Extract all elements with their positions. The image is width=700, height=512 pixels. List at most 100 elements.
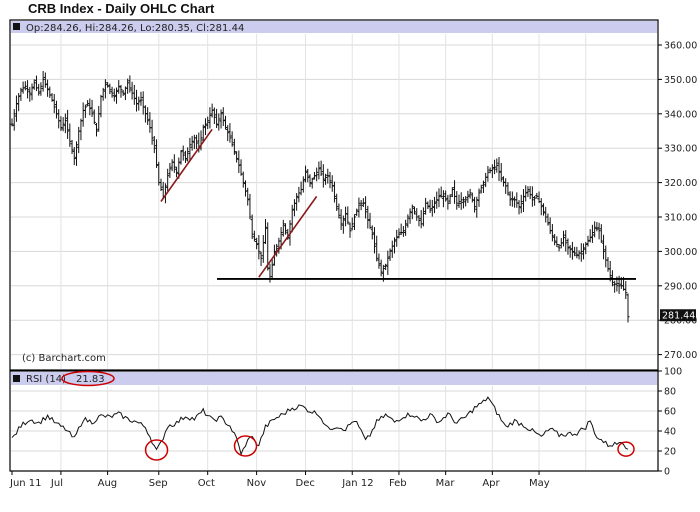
rsi-axis: 0 20 40 60 80 100 (658, 367, 682, 478)
ohlc-bar (246, 187, 250, 206)
ohlc-bar (530, 186, 534, 207)
ohlc-bar (339, 209, 343, 230)
ohlc-bar (332, 181, 337, 203)
x-axis: Jun 11 Jul Aug Sep Oct Nov Dec Jan 12 Feb Mar Apr M… (9, 471, 550, 489)
ohlc-bar (595, 221, 599, 232)
ohlc-bar (492, 159, 497, 175)
ohlc-bar (601, 234, 606, 260)
ohlc-bar (541, 203, 546, 216)
price-tick-label: 310.00 (664, 213, 697, 224)
ohlc-bar (230, 131, 234, 147)
ohlc-bar (112, 88, 116, 102)
ohlc-bar (319, 160, 323, 177)
price-bars (10, 71, 630, 323)
ohlc-bar (532, 195, 537, 206)
x-tick-label: Sep (149, 478, 168, 489)
ohlc-bar (428, 199, 432, 213)
ohlc-bar (435, 191, 439, 209)
ohlc-bar (481, 180, 486, 193)
ohlc-bar (439, 186, 443, 198)
ohlc-bar (128, 75, 132, 93)
ohlc-bar (404, 219, 408, 236)
ohlc-bar (597, 222, 601, 240)
ohlc-bar (517, 200, 521, 215)
ohlc-bar (179, 150, 183, 165)
ohlc-bar (468, 188, 472, 199)
ohlc-bar (25, 80, 30, 99)
rsi-value-label: 21.83 (76, 374, 105, 385)
price-tick-label: 320.00 (664, 178, 697, 189)
ohlc-bar (23, 81, 27, 91)
ohlc-bar (90, 99, 94, 117)
price-tick-label: 300.00 (664, 247, 697, 258)
ohlc-bar (52, 93, 56, 114)
ohlc-bar (92, 109, 96, 125)
ohlc-bar (37, 83, 41, 96)
ohlc-bar (121, 89, 125, 96)
x-tick-label: Apr (482, 478, 500, 489)
ohlc-bar (363, 196, 368, 219)
ohlc-values-label: Op:284.26, Hi:284.26, Lo:280.35, Cl:281.… (26, 23, 244, 34)
ohlc-bar (450, 187, 454, 198)
ohlc-bar (573, 246, 577, 257)
ohlc-bar (181, 145, 185, 161)
ohlc-bar (546, 213, 550, 226)
rsi-series-line (11, 396, 629, 456)
ohlc-bar (114, 87, 119, 104)
ohlc-bar (186, 147, 190, 162)
ohlc-bar (32, 79, 36, 90)
ohlc-bar (10, 118, 14, 127)
ohlc-bar (470, 192, 474, 203)
ohlc-bar (74, 141, 79, 166)
ohlc-bar (315, 167, 319, 182)
ohlc-bar (290, 204, 294, 233)
trendline (160, 128, 213, 202)
ohlc-bar (223, 115, 228, 130)
ohlc-bar (86, 100, 90, 107)
ohlc-bar (190, 135, 194, 151)
ohlc-bar (266, 222, 270, 271)
ohlc-bar (117, 80, 121, 94)
price-info-bar (11, 21, 657, 33)
ohlc-bar (252, 230, 256, 242)
ohlc-bar (154, 139, 159, 168)
ohlc-bar (553, 234, 557, 246)
ohlc-bar (257, 234, 261, 260)
ohlc-bar (61, 117, 65, 132)
ohlc-bar (466, 190, 470, 204)
x-tick-label: May (529, 478, 550, 489)
ohlc-bar (599, 224, 603, 243)
ohlc-bar (308, 174, 312, 187)
chart-title: CRB Index - Daily OHLC Chart (28, 1, 215, 16)
price-axis: 270.00280.00290.00300.00310.00320.00330.… (658, 41, 697, 361)
rsi-tick-label: 40 (664, 427, 676, 438)
ohlc-bar (401, 226, 405, 237)
ohlc-bar (375, 235, 379, 262)
ohlc-bar (475, 196, 479, 218)
ohlc-bar (106, 82, 110, 88)
ohlc-bar (406, 214, 410, 228)
rsi-tick-label: 100 (664, 367, 682, 378)
last-close-label: 281.44 (662, 311, 695, 322)
ohlc-bar (241, 171, 245, 188)
x-tick-label: Feb (389, 478, 407, 489)
ohlc-bar (432, 196, 437, 214)
ohlc-bar (188, 137, 192, 162)
ohlc-bar (28, 86, 32, 102)
ohlc-bar (166, 168, 170, 192)
ohlc-bar (430, 199, 434, 217)
trendline (258, 195, 318, 278)
ohlc-bar (226, 125, 230, 142)
ohlc-bar (306, 168, 310, 183)
ohlc-bar (232, 138, 236, 155)
ohlc-bar (172, 154, 176, 173)
ohlc-bar (328, 171, 332, 189)
ohlc-bar (392, 237, 397, 254)
rsi-value-circle (61, 370, 115, 387)
ohlc-bar (321, 164, 325, 188)
ohlc-bar (219, 109, 223, 129)
x-tick-label: Oct (198, 478, 215, 489)
ohlc-bar (68, 123, 72, 147)
ohlc-bar (426, 201, 430, 210)
ohlc-bar (490, 164, 494, 178)
